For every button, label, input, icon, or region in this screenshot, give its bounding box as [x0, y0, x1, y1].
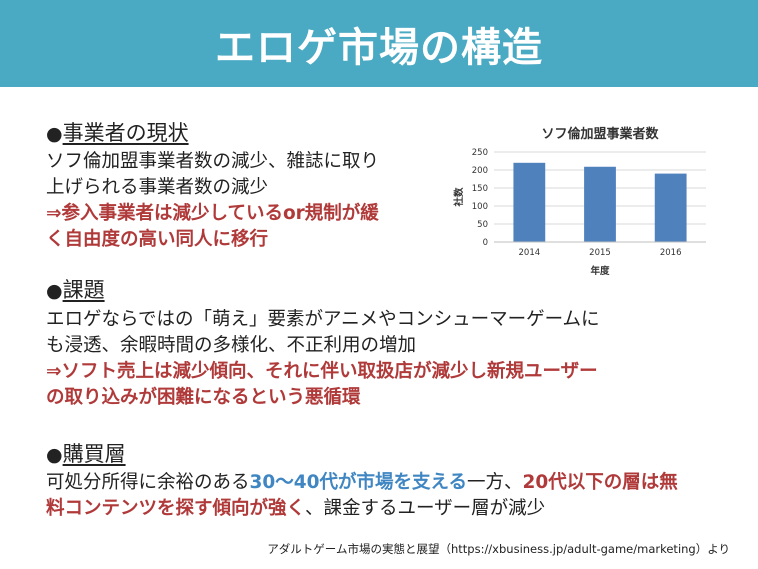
- bar-2016: [654, 173, 687, 242]
- conclusion-line: く自由度の高い同人に移行: [46, 229, 269, 250]
- x-axis-label: 年度: [590, 265, 610, 277]
- y-tick-label: 200: [472, 166, 488, 176]
- bullet-icon: ●: [46, 444, 63, 466]
- y-tick-label: 50: [477, 220, 488, 230]
- body-text: 一方、: [466, 472, 523, 493]
- heading-text: 課題: [62, 278, 105, 302]
- conclusion-line: ⇒ソフト売上は減少傾向、それに伴い取扱店が減少し新規ユーザー: [46, 359, 736, 385]
- section-heading-current-status: ●事業者の現状: [46, 120, 189, 147]
- body-line: も浸透、余暇時間の多様化、不正利用の増加: [46, 335, 417, 356]
- body-line: 料コンテンツを探す傾向が強く、課金するユーザー層が減少: [46, 496, 736, 522]
- page-title: エロゲ市場の構造: [215, 24, 543, 71]
- title-banner: エロゲ市場の構造: [0, 0, 758, 87]
- bar-2014: [513, 162, 546, 242]
- chart-title: ソフ倫加盟事業者数: [541, 126, 659, 142]
- conclusion-line: ⇒参入事業者は減少しているor規制が緩: [46, 201, 446, 227]
- arrow-icon: ⇒: [46, 361, 62, 382]
- x-tick-label: 2015: [589, 248, 611, 258]
- conclusion-text: ソフト売上は減少傾向、それに伴い取扱店が減少し新規ユーザー: [61, 361, 598, 382]
- emphasis-text-red: 料コンテンツを探す傾向が強く: [46, 498, 306, 519]
- body-line: ソフ倫加盟事業者数の減少、雑誌に取り: [46, 151, 380, 172]
- y-tick-label: 100: [472, 202, 488, 212]
- bar-2015: [584, 166, 616, 242]
- section-body-current-status: ソフ倫加盟事業者数の減少、雑誌に取り 上げられる事業者数の減少 ⇒参入事業者は減…: [46, 149, 446, 253]
- body-line: 上げられる事業者数の減少: [46, 177, 269, 198]
- heading-text: 事業者の現状: [62, 121, 189, 145]
- member-count-bar-chart: ソフ倫加盟事業者数 0 50 100 150 200 250 2014 2015 2016 年度 社数: [453, 126, 706, 277]
- heading-text: 購買層: [62, 442, 126, 466]
- body-text: 可処分所得に余裕のある: [46, 472, 250, 493]
- y-tick-label: 150: [472, 184, 488, 194]
- conclusion-text: 参入事業者は減少しているor規制が緩: [61, 203, 379, 224]
- body-line: エロゲならではの「萌え」要素がアニメやコンシューマーゲームに: [46, 309, 600, 330]
- section-body-buyers: 可処分所得に余裕のある30～40代が市場を支える一方、20代以下の層は無 料コン…: [46, 470, 736, 522]
- bullet-icon: ●: [46, 123, 63, 145]
- arrow-icon: ⇒: [46, 203, 62, 224]
- x-tick-label: 2014: [519, 248, 541, 258]
- y-tick-label: 250: [472, 148, 488, 158]
- y-axis-label: 社数: [453, 187, 465, 208]
- emphasis-text-blue: 30～40代が市場を支える: [249, 472, 467, 493]
- x-tick-label: 2016: [660, 248, 682, 258]
- source-citation: アダルトゲーム市場の実態と展望（https://xbusiness.jp/adu…: [267, 542, 730, 556]
- section-body-issues: エロゲならではの「萌え」要素がアニメやコンシューマーゲームに も浸透、余暇時間の…: [46, 307, 736, 411]
- conclusion-line: の取り込みが困難になるという悪循環: [46, 387, 361, 408]
- section-heading-buyers: ●購買層: [46, 441, 126, 468]
- y-tick-label: 0: [483, 238, 488, 248]
- section-heading-issues: ●課題: [46, 277, 105, 304]
- body-line: 可処分所得に余裕のある30～40代が市場を支える一方、20代以下の層は無: [46, 470, 736, 496]
- emphasis-text-red: 20代以下の層は無: [522, 472, 678, 493]
- bullet-icon: ●: [46, 280, 63, 302]
- body-text: 、課金するユーザー層が減少: [305, 498, 546, 519]
